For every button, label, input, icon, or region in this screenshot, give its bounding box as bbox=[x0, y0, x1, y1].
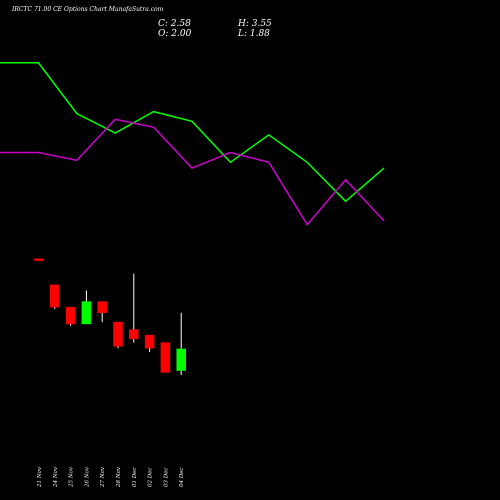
candle-body bbox=[50, 284, 60, 308]
green-indicator-line bbox=[0, 62, 385, 203]
date-tick-label: 26 Nov bbox=[84, 466, 90, 488]
magenta-indicator-line bbox=[0, 118, 385, 226]
date-tick-label: 04 Dec bbox=[179, 468, 185, 488]
date-tick-label: 03 Dec bbox=[163, 468, 169, 488]
date-tick-label: 02 Dec bbox=[148, 468, 154, 488]
candle-body bbox=[81, 301, 92, 325]
candle-body bbox=[65, 306, 76, 325]
chart-title: IRCTC 71.00 CE Options Chart MunafaSutra… bbox=[12, 6, 164, 13]
date-tick-label: 01 Dec bbox=[132, 468, 138, 488]
close-value: C: 2.58 bbox=[158, 19, 191, 29]
date-tick-label: 24 Nov bbox=[53, 466, 59, 488]
candle-body bbox=[144, 334, 155, 349]
date-tick-label: 21 Nov bbox=[37, 466, 43, 488]
candle-body bbox=[113, 321, 123, 347]
candle-body bbox=[176, 348, 186, 371]
low-value: L: 1.88 bbox=[238, 29, 270, 39]
candle-body bbox=[160, 342, 171, 373]
date-tick-label: 27 Nov bbox=[100, 466, 106, 488]
date-tick-label: 25 Nov bbox=[69, 466, 75, 488]
candle-body bbox=[97, 301, 107, 314]
candle-body bbox=[34, 258, 44, 261]
open-value: O: 2.00 bbox=[158, 29, 192, 39]
date-tick-label: 28 Nov bbox=[116, 466, 122, 488]
high-value: H: 3.55 bbox=[238, 19, 272, 29]
candle-body bbox=[129, 329, 139, 340]
